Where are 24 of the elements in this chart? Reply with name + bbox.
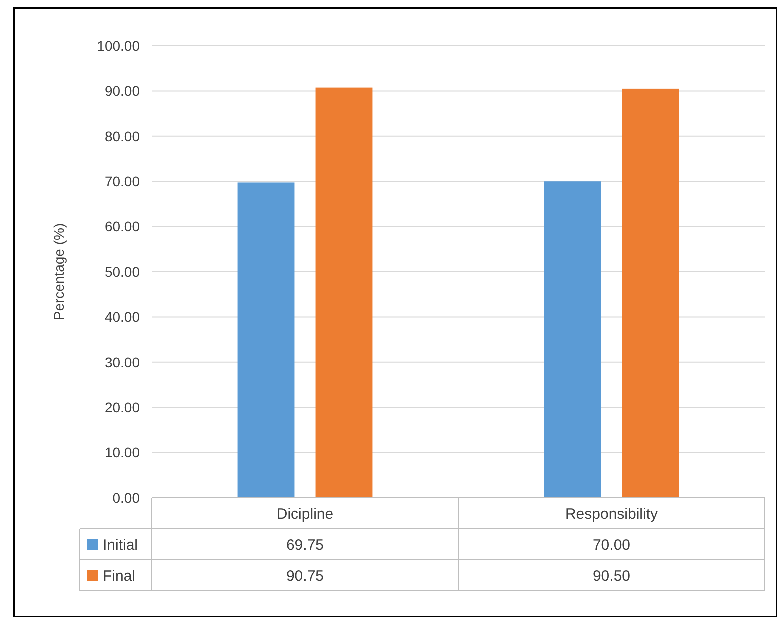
y-tick-label: 100.00: [97, 38, 140, 54]
y-tick-label: 80.00: [104, 128, 140, 144]
x-tick-label: Responsibility: [565, 506, 659, 523]
data-label: 90.75: [286, 568, 324, 585]
legend-label: Final: [103, 568, 136, 585]
data-label: 90.50: [592, 568, 631, 585]
y-tick-label: 30.00: [104, 354, 140, 370]
y-tick-label: 10.00: [104, 444, 140, 461]
y-tick-label: 40.00: [104, 309, 140, 326]
bar: [238, 182, 295, 498]
bar: [316, 88, 373, 498]
bar: [544, 182, 602, 498]
data-label: 69.75: [286, 536, 324, 554]
data-label: 70.00: [592, 536, 631, 554]
bar: [622, 88, 680, 498]
y-axis-title: Percentage (%): [51, 223, 67, 321]
y-tick-label: 0.00: [112, 490, 140, 506]
y-tick-label: 90.00: [104, 83, 140, 100]
y-tick-label: 70.00: [104, 174, 140, 190]
y-tick-label: 60.00: [104, 218, 140, 235]
y-tick-label: 20.00: [104, 400, 140, 416]
legend-label: Initial: [103, 536, 138, 554]
x-tick-label: Dicipline: [276, 506, 334, 523]
y-tick-label: 50.00: [104, 264, 140, 280]
